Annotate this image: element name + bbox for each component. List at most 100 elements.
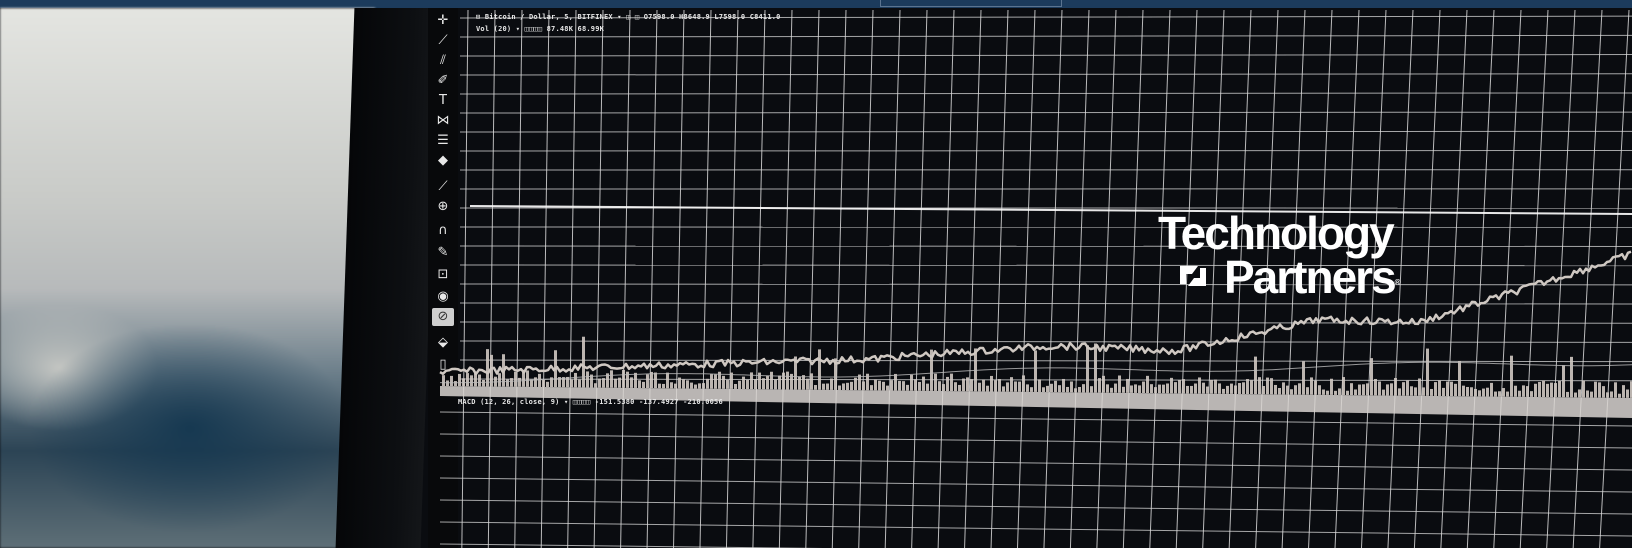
- volume-bar: [646, 374, 649, 389]
- volume-bar: [662, 383, 665, 389]
- grid-vertical-line: [1228, 9, 1252, 548]
- grid-vertical-line: [1149, 9, 1171, 548]
- volume-bar: [558, 377, 561, 388]
- pattern-icon[interactable]: ⋈: [436, 113, 450, 128]
- grid-vertical-line: [699, 9, 712, 548]
- volume-bar: [1558, 380, 1561, 398]
- volume-bar: [1614, 382, 1617, 398]
- zoom-in-icon[interactable]: ⊕: [437, 199, 449, 214]
- volume-bar: [1594, 381, 1597, 398]
- grid-vertical-line: [567, 9, 577, 548]
- volume-bar: [922, 376, 925, 391]
- layers-icon[interactable]: ⬙: [438, 335, 448, 350]
- volume-bar: [1482, 388, 1485, 397]
- logo-line-technology: Technology: [1158, 207, 1395, 259]
- volume-bar: [1438, 380, 1441, 396]
- volume-bar: [606, 373, 609, 388]
- volume-bar: [1178, 379, 1181, 394]
- volume-bar: [598, 378, 601, 388]
- volume-bar: [718, 371, 721, 389]
- volume-bar: [1198, 377, 1201, 394]
- volume-bar: [706, 378, 709, 389]
- volume-bar: [1194, 383, 1197, 394]
- stay-in-drawing-icon[interactable]: ✎: [437, 245, 449, 260]
- measure-ruler-icon[interactable]: ⟋: [438, 179, 448, 194]
- volume-bar: [1026, 384, 1029, 392]
- volume-bar: [946, 376, 949, 392]
- volume-bar: [1046, 385, 1049, 393]
- volume-bar: [1226, 385, 1229, 394]
- volume-bar: [886, 385, 889, 391]
- active-tool-icon[interactable]: ⊘: [432, 308, 454, 326]
- volume-bar: [474, 372, 477, 387]
- volume-bar: [714, 374, 717, 389]
- volume-bar: [1146, 375, 1149, 394]
- volume-bar: [1018, 381, 1021, 392]
- crosshair-icon[interactable]: ✛: [437, 13, 449, 28]
- volume-bar: [770, 371, 773, 390]
- volume-bar: [1506, 391, 1509, 397]
- text-tool-icon[interactable]: T: [439, 93, 447, 108]
- volume-bar: [1230, 383, 1233, 394]
- volume-bar: [734, 383, 737, 389]
- top-banner-bar: [0, 0, 1632, 8]
- volume-bar: [1278, 387, 1281, 395]
- magnet-icon[interactable]: ∩: [438, 223, 448, 238]
- volume-bar: [826, 383, 829, 390]
- grid-vertical-line: [1572, 9, 1603, 548]
- volume-bar: [1486, 387, 1489, 397]
- grid-horizontal-line: [439, 521, 1632, 537]
- volume-bar: [654, 372, 657, 389]
- blurred-background: [0, 8, 375, 548]
- volume-bar: [1066, 386, 1069, 393]
- volume-bar: [898, 380, 901, 391]
- volume-bar: [470, 375, 473, 387]
- volume-bar: [894, 373, 897, 391]
- grid-horizontal-line: [439, 411, 1632, 427]
- volume-bar: [926, 383, 929, 391]
- volume-bar: [478, 374, 481, 387]
- volume-bar: [1530, 391, 1533, 397]
- volume-bar: [754, 379, 757, 390]
- grid-horizontal-line: [439, 433, 1632, 449]
- volume-bar: [1282, 382, 1285, 395]
- trash-icon[interactable]: ▯: [439, 357, 447, 372]
- volume-bar: [1334, 390, 1337, 395]
- volume-bar: [1006, 382, 1009, 392]
- grid-vertical-line: [725, 9, 739, 548]
- grid-horizontal-line: [439, 477, 1632, 493]
- volume-bar: [1542, 380, 1545, 398]
- volume-bar: [1354, 389, 1357, 396]
- volume-bar: [1150, 384, 1153, 394]
- pitchfork-icon[interactable]: ⫽: [440, 53, 446, 68]
- volume-bar: [958, 384, 961, 392]
- volume-bar: [690, 382, 693, 389]
- shapes-icon[interactable]: ◆: [438, 153, 448, 168]
- trend-line-icon[interactable]: ⟋: [438, 33, 448, 48]
- volume-bar: [1406, 380, 1409, 396]
- indicator-legend: MACD (12, 26, close, 9) ▾ ◫◫◫◫ -151.5380…: [458, 398, 723, 406]
- fib-retracement-icon[interactable]: ☰: [437, 133, 449, 148]
- grid-vertical-line: [1360, 9, 1387, 548]
- volume-bar: [534, 377, 537, 387]
- volume-bar: [1242, 382, 1245, 395]
- volume-bar: [974, 348, 977, 392]
- volume-bar: [954, 382, 957, 392]
- volume-bar: [814, 385, 817, 390]
- volume-bar: [570, 379, 573, 388]
- volume-bar: [934, 373, 937, 391]
- volume-bar: [526, 370, 529, 387]
- volume-bar: [550, 377, 553, 388]
- eye-icon[interactable]: ◉: [437, 289, 449, 304]
- volume-bar: [562, 377, 565, 388]
- lock-icon[interactable]: ⊡: [437, 267, 449, 282]
- volume-bar: [1298, 383, 1301, 395]
- volume-bar: [594, 383, 597, 388]
- volume-bar: [518, 377, 521, 387]
- volume-bar: [1134, 384, 1137, 393]
- volume-bar: [862, 381, 865, 391]
- volume-bar: [782, 372, 785, 390]
- brush-icon[interactable]: ✐: [437, 73, 449, 88]
- grid-horizontal-line: [459, 283, 1632, 286]
- volume-bar: [1386, 384, 1389, 396]
